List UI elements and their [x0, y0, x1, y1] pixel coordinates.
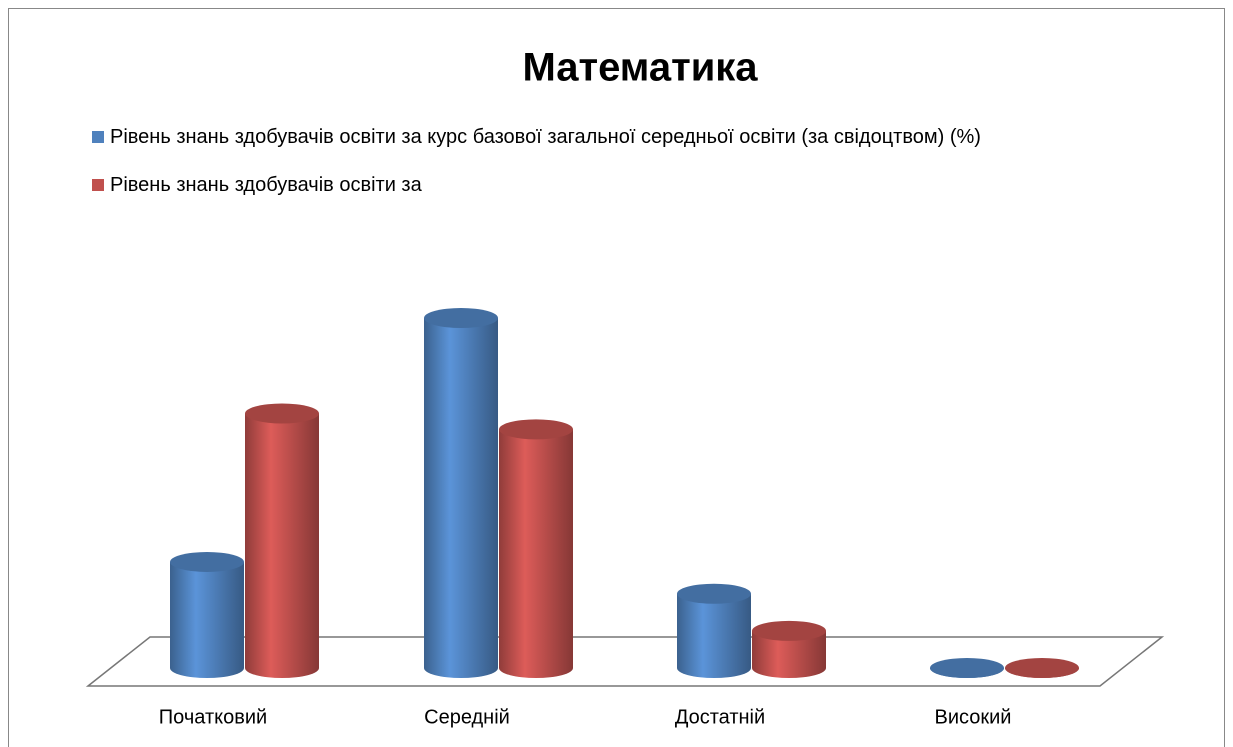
- chart-title: Математика: [522, 46, 758, 90]
- bar: [677, 583, 751, 678]
- bar: [245, 403, 319, 678]
- x-tick-label: Початковий: [159, 706, 267, 728]
- bar-body: [752, 630, 826, 678]
- x-tick-label: Середній: [424, 706, 510, 728]
- bar: [930, 658, 1004, 678]
- legend-item: Рівень знань здобувачів освіти за курс б…: [92, 122, 1192, 152]
- chart-border: [8, 8, 1225, 747]
- legend-item: Рівень знань здобувачів освіти за: [92, 170, 1192, 200]
- legend-label: Рівень знань здобувачів освіти за курс б…: [110, 126, 981, 148]
- bar: [752, 620, 826, 678]
- x-tick-label: Достатній: [675, 706, 765, 728]
- legend-swatch: [92, 179, 104, 191]
- legend-swatch: [92, 131, 104, 143]
- legend-label: Рівень знань здобувачів освіти за: [110, 174, 422, 196]
- bar-body: [424, 318, 498, 678]
- bar-top: [1005, 658, 1079, 678]
- bar-body: [499, 429, 573, 678]
- bar-top: [752, 620, 826, 641]
- bar-top: [677, 583, 751, 604]
- bar-top: [930, 658, 1004, 678]
- bar: [499, 419, 573, 678]
- legend: Рівень знань здобувачів освіти за курс б…: [92, 122, 1192, 218]
- bar: [424, 308, 498, 678]
- bar-body: [245, 413, 319, 678]
- x-tick-label: Високий: [935, 706, 1012, 728]
- bar-top: [170, 551, 244, 572]
- floor: [85, 636, 1165, 687]
- bar-top: [499, 419, 573, 440]
- bar-top: [424, 308, 498, 328]
- bar-body: [170, 561, 244, 678]
- bar-body: [677, 593, 751, 678]
- bar: [1005, 658, 1079, 678]
- bar-top: [245, 403, 319, 424]
- bar: [170, 551, 244, 678]
